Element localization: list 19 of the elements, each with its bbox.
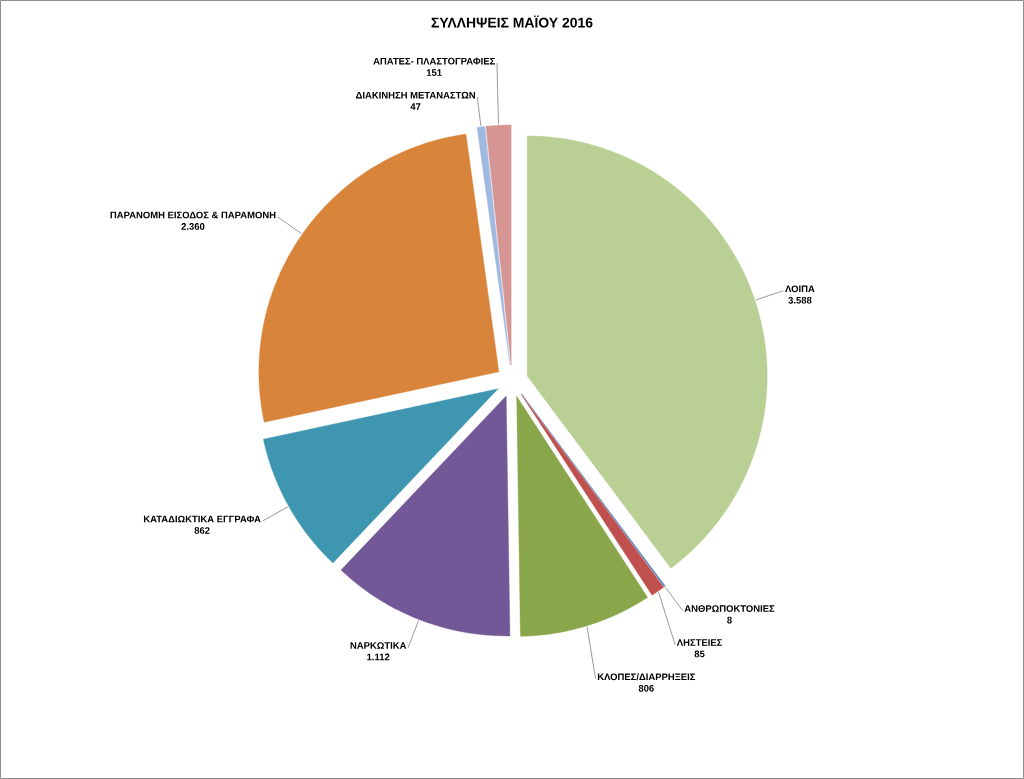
data-label: 862 [194, 527, 210, 534]
slice-label: ΛΟΙΠΑ [785, 285, 815, 293]
data-label: 2.360 [181, 223, 205, 230]
data-label: 85 [694, 650, 705, 658]
data-label: 47 [410, 103, 421, 110]
data-label: 806 [638, 684, 654, 692]
slice-label: ΑΠΑΤΕΣ- ΠΛΑΣΤΟΓΡΑΦΙΕΣ [373, 57, 495, 65]
slice-label: ΛΗΣΤΕΙΕΣ [676, 639, 723, 646]
slice-label: ΝΑΡΚΩΤΙΚΑ [350, 642, 407, 649]
data-label: 8 [727, 616, 732, 624]
slice-label: ΑΝΘΡΩΠΟΚΤΟΝΙΕΣ [684, 605, 775, 612]
data-label: 3.588 [788, 296, 812, 304]
slice-label: ΚΑΤΑΔΙΩΚΤΙΚΑ ΕΓΓΡΑΦΑ [143, 515, 261, 523]
data-label: 1.112 [367, 653, 390, 661]
slice-label: ΔΙΑΚΙΝΗΣΗ ΜΕΤΑΝΑΣΤΩΝ [355, 91, 475, 99]
slice-label: ΠΑΡΑΝΟΜΗ ΕΙΣΟΔΟΣ & ΠΑΡΑΜΟΝΗ [110, 211, 276, 219]
chart-title: ΣΥΛΛΗΨΕΙΣ ΜΑΪΟΥ 2016 [431, 15, 593, 28]
data-label: 151 [426, 69, 442, 76]
slice-label: ΚΛΟΠΕΣ/ΔΙΑΡΡΗΞΕΙΣ [597, 673, 696, 681]
